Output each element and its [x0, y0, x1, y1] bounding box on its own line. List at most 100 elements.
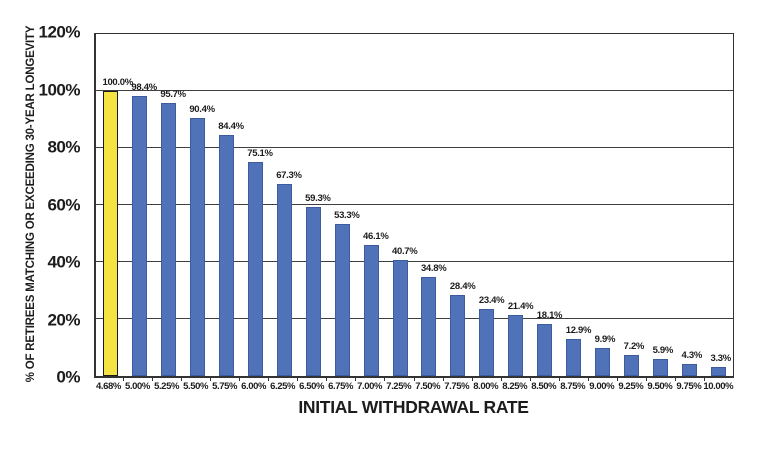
- bar-value-label: 7.2%: [623, 341, 645, 353]
- x-axis-tick: [645, 377, 647, 381]
- bar: [537, 324, 553, 376]
- x-axis-tick-label: 9.50%: [647, 381, 673, 392]
- bar: [421, 276, 437, 376]
- x-axis-tick-label: 9.00%: [589, 381, 615, 392]
- bar-value-label: 98.4%: [131, 81, 157, 93]
- y-axis-tick-label: 0%: [56, 367, 80, 387]
- bar-value-label: 59.3%: [305, 193, 331, 204]
- bar-slot: 28.4%: [443, 34, 476, 376]
- bar: [595, 347, 611, 376]
- bar-slot: 5.9%: [646, 34, 675, 376]
- bar-slot: 84.4%: [212, 34, 244, 376]
- bar-slot: 90.4%: [183, 34, 215, 376]
- x-axis-tick: [587, 377, 589, 381]
- bar-slot: 98.4%: [125, 34, 157, 376]
- bar-slot: 3.3%: [704, 34, 733, 376]
- x-axis-tick: [239, 377, 241, 381]
- bar-slot: 12.9%: [559, 34, 592, 376]
- bar: [160, 103, 176, 376]
- bar-slot: 40.7%: [386, 34, 418, 376]
- bars: 100.0% 98.4% 95.7% 90.4% 84.4% 75.1% 67.3% 59.3…: [96, 34, 733, 376]
- x-axis-tick-label: 7.75%: [444, 381, 470, 392]
- x-axis-tick-labels: 4.68% 5.00% 5.25% 5.50% 5.75% 6.00% 6.25% 6.50%…: [94, 381, 734, 392]
- x-axis-tick: [123, 377, 125, 381]
- x-axis-tick-label: 6.50%: [299, 381, 325, 392]
- bar: [566, 339, 582, 376]
- bar-value-label: 21.4%: [507, 301, 534, 313]
- x-axis-tick-label: 4.68%: [96, 381, 121, 392]
- y-axis-tick-label: 100%: [38, 80, 81, 100]
- bar-value-label: 75.1%: [247, 147, 273, 159]
- bar-value-label: 5.9%: [652, 345, 674, 357]
- bar-value-label: 12.9%: [565, 325, 592, 337]
- bar-value-label: 28.4%: [449, 281, 476, 293]
- x-axis-title: INITIAL WITHDRAWAL RATE: [298, 397, 529, 417]
- bar-value-label: 9.9%: [594, 333, 616, 345]
- x-axis-tick: [558, 377, 560, 381]
- x-axis-ticks: [94, 377, 733, 382]
- x-axis-tick-label: 6.00%: [241, 381, 267, 392]
- x-axis-tick-label: 7.25%: [386, 381, 412, 392]
- x-axis-tick: [674, 377, 676, 381]
- y-axis-tick-label: 80%: [47, 137, 80, 157]
- bar: [363, 244, 379, 376]
- bar-slot: 53.3%: [328, 34, 360, 376]
- gridline: [96, 90, 733, 91]
- x-axis-tick-label: 8.75%: [560, 381, 586, 392]
- x-axis-tick: [384, 377, 386, 381]
- bar: [189, 118, 205, 376]
- bar-slot: 9.9%: [588, 34, 617, 376]
- x-axis-tick-label: 5.25%: [154, 381, 179, 392]
- bar: [305, 207, 321, 376]
- bar-slot: 4.3%: [675, 34, 704, 376]
- bar-value-label: 34.8%: [420, 262, 447, 274]
- x-axis-tick-label: 8.00%: [473, 381, 499, 392]
- bar-slot: 18.1%: [530, 34, 563, 376]
- x-axis-tick-label: 9.25%: [618, 381, 644, 392]
- bar: [653, 359, 669, 376]
- bar-value-label: 18.1%: [536, 310, 563, 322]
- bar-slot: 100.0%: [96, 34, 133, 376]
- bar: [334, 224, 350, 376]
- bar-slot: 7.2%: [617, 34, 646, 376]
- gridline: [96, 204, 733, 205]
- x-axis-tick-label: 10.00%: [703, 381, 734, 392]
- y-axis-tick-label: 40%: [47, 252, 80, 272]
- gridline: [96, 318, 733, 319]
- bar: [131, 95, 147, 376]
- bar: [392, 260, 408, 376]
- x-axis-tick: [471, 377, 473, 381]
- bar-value-label: 67.3%: [276, 170, 302, 182]
- x-axis-tick-label: 6.75%: [328, 381, 354, 392]
- bar-slot: 59.3%: [299, 34, 331, 376]
- bar-value-label: 3.3%: [710, 352, 731, 364]
- x-axis-tick: [529, 377, 531, 381]
- bar-value-label: 100.0%: [102, 77, 133, 88]
- bar-value-label: 95.7%: [160, 89, 186, 101]
- x-axis-tick: [181, 377, 183, 381]
- x-axis-tick-label: 6.25%: [270, 381, 296, 392]
- plot-area: 100.0% 98.4% 95.7% 90.4% 84.4% 75.1% 67.3% 59.3…: [94, 33, 734, 378]
- gridline: [96, 147, 733, 148]
- x-axis-tick-label: 8.50%: [531, 381, 557, 392]
- x-axis-tick: [442, 377, 444, 381]
- bar: [218, 135, 234, 376]
- x-axis-tick-label: 5.50%: [183, 381, 209, 392]
- x-axis-tick: [268, 377, 270, 381]
- gridline: [96, 261, 733, 262]
- bar: [450, 295, 466, 376]
- bar-slot: 46.1%: [357, 34, 389, 376]
- bar-slot: 75.1%: [241, 34, 273, 376]
- y-axis-tick-label: 60%: [47, 195, 80, 215]
- x-axis-tick-label: 7.00%: [357, 381, 383, 392]
- x-axis-tick-label: 5.75%: [212, 381, 238, 392]
- bar-value-label: 4.3%: [681, 349, 703, 361]
- bar-value-label: 90.4%: [189, 104, 215, 116]
- x-axis-tick: [152, 377, 154, 381]
- x-axis-tick: [297, 377, 299, 381]
- bar-value-label: 46.1%: [363, 230, 389, 242]
- x-axis-tick: [616, 377, 618, 381]
- x-axis-tick: [703, 377, 705, 381]
- x-axis-tick: [500, 377, 502, 381]
